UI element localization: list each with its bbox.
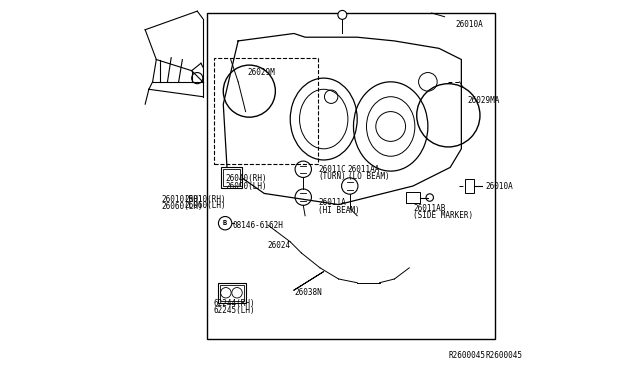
Text: 26011A: 26011A: [318, 198, 346, 207]
Text: 26060(LH): 26060(LH): [162, 202, 204, 211]
Text: 26024: 26024: [268, 241, 291, 250]
Text: 26011AA: 26011AA: [348, 165, 380, 174]
Text: 26040(RH): 26040(RH): [225, 174, 267, 183]
Text: 62244(RH): 62244(RH): [214, 299, 255, 308]
Text: R2600045: R2600045: [486, 351, 522, 360]
Text: 26011AB: 26011AB: [413, 204, 445, 213]
Text: 62245(LH): 62245(LH): [214, 306, 255, 315]
Text: 26029M: 26029M: [248, 68, 275, 77]
Bar: [221, 167, 242, 188]
Text: 26010(RH): 26010(RH): [162, 195, 204, 203]
Text: (HI BEAM): (HI BEAM): [318, 206, 360, 215]
Text: 26011C: 26011C: [318, 165, 346, 174]
Text: 26060(LH): 26060(LH): [184, 201, 226, 210]
Text: (TURN): (TURN): [318, 172, 346, 181]
Bar: [218, 283, 246, 303]
Text: B: B: [223, 220, 227, 226]
Bar: [223, 169, 240, 186]
Bar: [465, 179, 474, 193]
Bar: [220, 285, 244, 301]
Circle shape: [338, 10, 347, 19]
Bar: [207, 13, 495, 339]
Text: (LO BEAM): (LO BEAM): [348, 172, 390, 181]
Text: 08146-6162H: 08146-6162H: [232, 221, 284, 230]
Text: 26010A: 26010A: [456, 20, 484, 29]
Text: 26038N: 26038N: [294, 288, 322, 296]
Text: R2600045: R2600045: [449, 351, 486, 360]
Text: 26010A: 26010A: [486, 182, 513, 190]
Text: (SIDE MARKER): (SIDE MARKER): [413, 211, 473, 220]
Text: 26010(RH): 26010(RH): [184, 195, 226, 203]
Bar: [406, 192, 420, 203]
Text: 26090(LH): 26090(LH): [225, 182, 267, 190]
Text: 26029MA: 26029MA: [467, 96, 499, 105]
Bar: [214, 58, 318, 164]
